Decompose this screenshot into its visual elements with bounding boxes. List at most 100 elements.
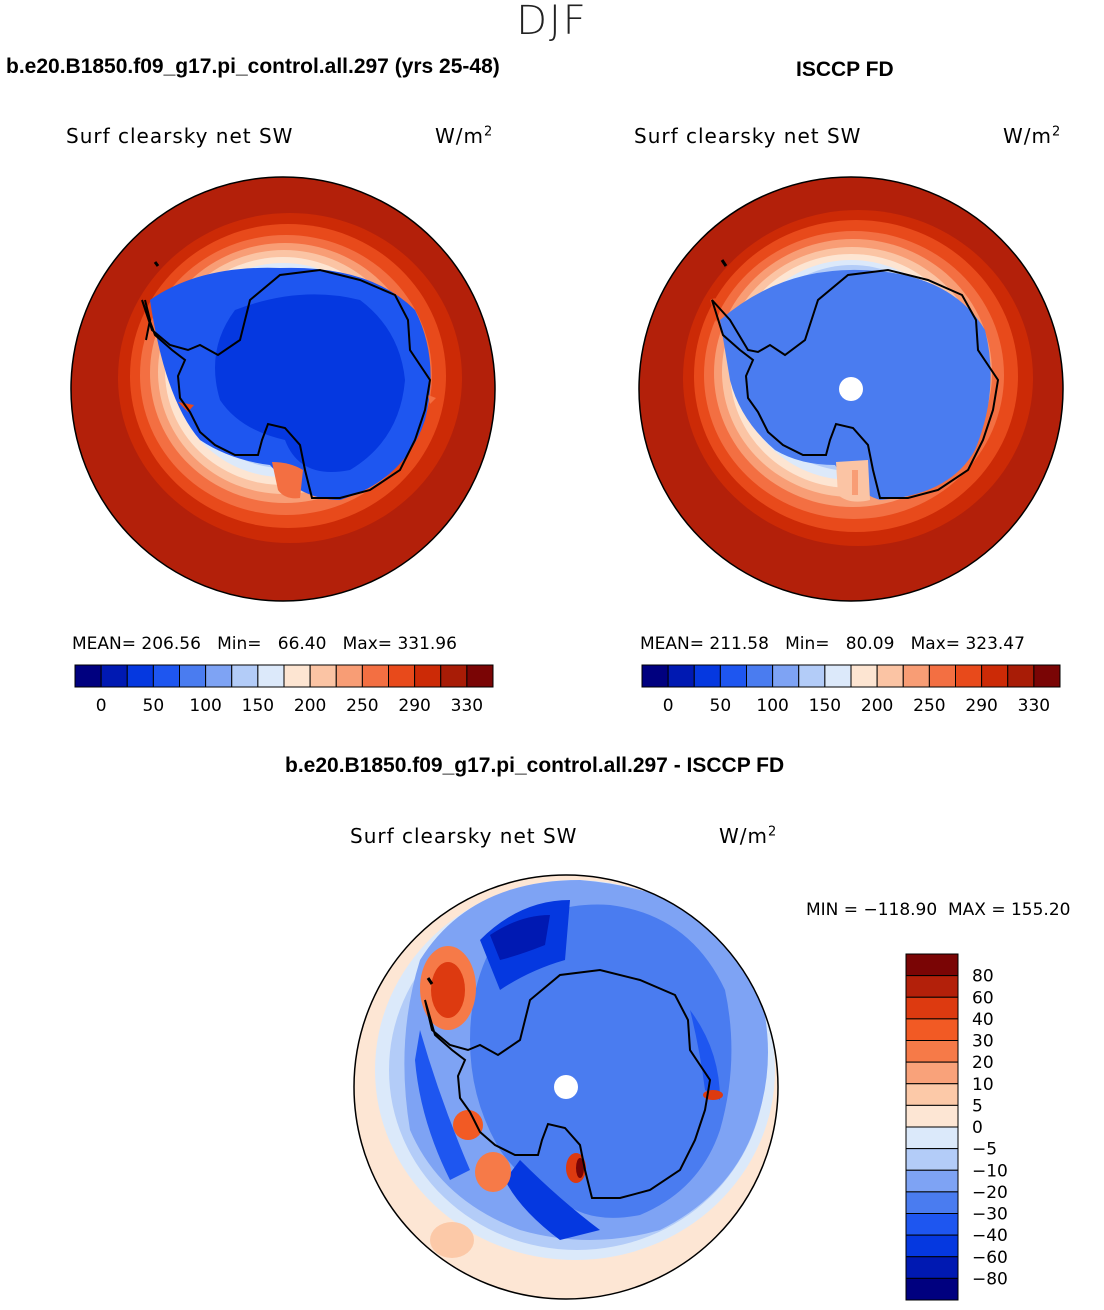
colorbar-tick-label: 250 (913, 696, 945, 716)
colorbar-tick-label: 5 (972, 1096, 983, 1116)
max-value: 323.47 (965, 634, 1025, 654)
obs-panel-title: ISCCP FD (796, 58, 894, 81)
colorbar-swatch (905, 1234, 959, 1258)
colorbar-swatch (641, 664, 669, 688)
pole-hole (839, 377, 863, 401)
colorbar-tick-label: 290 (398, 696, 430, 716)
colorbar-swatch (905, 1061, 959, 1085)
colorbar-tick-label: 330 (1018, 696, 1050, 716)
colorbar-swatch (824, 664, 852, 688)
colorbar-swatch (100, 664, 128, 688)
colorbar-swatch (335, 664, 363, 688)
mean-value: 211.58 (709, 634, 769, 654)
colorbar-swatch (1033, 664, 1061, 688)
model-panel-title: b.e20.B1850.f09_g17.pi_control.all.297 (… (6, 55, 500, 78)
min-value: 66.40 (277, 634, 327, 654)
max-label: Max= (342, 634, 393, 654)
colorbar-swatch (361, 664, 389, 688)
diff-panel-title: b.e20.B1850.f09_g17.pi_control.all.297 -… (285, 754, 785, 777)
obs-variable-label: Surf clearsky net SW (634, 124, 862, 148)
diff-units-label: W/m2 (719, 824, 778, 848)
colorbar-swatch (719, 664, 747, 688)
colorbar-swatch (905, 1126, 959, 1150)
colorbar-swatch (905, 1083, 959, 1106)
colorbar-tick-label: 330 (451, 696, 483, 716)
colorbar-tick-label: 150 (809, 696, 841, 716)
colorbar-tick-label: 100 (189, 696, 221, 716)
colorbar-swatch (905, 1169, 959, 1193)
diff-range-text: MIN = −118.90 MAX = 155.20 (806, 900, 1071, 920)
season-title: DJF (516, 0, 588, 44)
min-label: Min= (217, 634, 262, 654)
colorbar-swatch (1007, 664, 1035, 688)
colorbar-tick-label: 50 (143, 696, 165, 716)
colorbar-swatch (693, 664, 721, 688)
model-colorbar: 0 50 100 150 200 250 290 330 (74, 664, 494, 716)
obs-colorbar: 0 50 100 150 200 250 290 330 (641, 664, 1061, 716)
colorbar-swatch (928, 664, 956, 688)
obs-map (638, 176, 1064, 602)
colorbar-tick-label: 80 (972, 967, 994, 987)
colorbar-tick-label: 0 (663, 696, 674, 716)
mean-label: MEAN= (640, 634, 704, 654)
colorbar-swatch (466, 664, 494, 688)
colorbar-tick-label: 20 (972, 1053, 994, 1073)
colorbar-tick-label: 0 (972, 1118, 983, 1138)
obs-stats: MEAN= 211.58 Min= 80.09 Max= 323.47 (640, 634, 1025, 654)
colorbar-tick-label: 10 (972, 1075, 994, 1095)
model-units-label: W/m2 (435, 124, 494, 148)
colorbar-swatch (205, 664, 233, 688)
colorbar-tick-label: 50 (710, 696, 732, 716)
colorbar-tick-label: −10 (972, 1161, 1008, 1181)
colorbar-swatch (905, 975, 959, 998)
colorbar-tick-label: 290 (965, 696, 997, 716)
colorbar-swatch (126, 664, 154, 688)
colorbar-swatch (772, 664, 800, 688)
colorbar-swatch (257, 664, 285, 688)
mean-label: MEAN= (72, 634, 136, 654)
min-label: Min= (785, 634, 830, 654)
colorbar-swatch (902, 664, 930, 688)
max-value: 331.96 (397, 634, 457, 654)
colorbar-swatch (981, 664, 1009, 688)
colorbar-swatch (414, 664, 442, 688)
colorbar-swatch (798, 664, 826, 688)
max-label: Max= (910, 634, 961, 654)
colorbar-swatch (309, 664, 337, 688)
colorbar-swatch (905, 1256, 959, 1279)
colorbar-tick-label: −30 (972, 1205, 1008, 1225)
colorbar-swatch (179, 664, 207, 688)
colorbar-tick-label: −40 (972, 1226, 1008, 1246)
colorbar-swatch (955, 664, 983, 688)
obs-units-label: W/m2 (1003, 124, 1062, 148)
colorbar-swatch (231, 664, 259, 688)
model-stats: MEAN= 206.56 Min= 66.40 Max= 331.96 (72, 634, 457, 654)
colorbar-tick-label: 200 (294, 696, 326, 716)
colorbar-tick-label: 250 (346, 696, 378, 716)
colorbar-swatch (905, 1104, 959, 1128)
colorbar-tick-label: 60 (972, 988, 994, 1008)
colorbar-swatch (667, 664, 695, 688)
colorbar-tick-label: −80 (972, 1269, 1008, 1289)
colorbar-swatch (152, 664, 180, 688)
colorbar-tick-label: 30 (972, 1032, 994, 1052)
colorbar-swatch (388, 664, 416, 688)
colorbar-swatch (905, 953, 959, 977)
colorbar-swatch (905, 996, 959, 1020)
colorbar-tick-label: 150 (242, 696, 274, 716)
colorbar-swatch (905, 1148, 959, 1171)
colorbar-tick-label: −5 (972, 1140, 997, 1160)
diff-variable-label: Surf clearsky net SW (350, 824, 578, 848)
pole-hole (554, 1075, 578, 1099)
colorbar-tick-label: 200 (861, 696, 893, 716)
colorbar-swatch (905, 1040, 959, 1063)
colorbar-swatch (283, 664, 311, 688)
model-variable-label: Surf clearsky net SW (66, 124, 294, 148)
diff-map (353, 874, 779, 1300)
colorbar-swatch (850, 664, 878, 688)
colorbar-tick-label: −60 (972, 1248, 1008, 1268)
colorbar-swatch (905, 1018, 959, 1041)
colorbar-swatch (746, 664, 774, 688)
colorbar-swatch (440, 664, 468, 688)
